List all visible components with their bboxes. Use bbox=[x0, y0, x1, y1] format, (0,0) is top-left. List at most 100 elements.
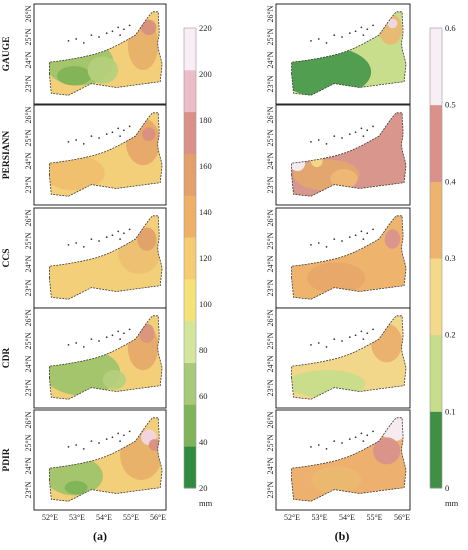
lat-tick-b-0-0: 26°N bbox=[266, 5, 275, 22]
colorbar-segment bbox=[430, 411, 442, 489]
lat-tick-a-2-1: 25°N bbox=[24, 232, 33, 249]
colorbar-tick-label: 0.5 bbox=[445, 100, 456, 110]
colorbar-tick-label: 0 bbox=[445, 483, 449, 493]
colorbar-segment bbox=[184, 320, 196, 364]
colorbar-tick-label: 200 bbox=[199, 69, 212, 79]
colorbar-tick-label: 80 bbox=[199, 345, 208, 355]
panel-a-maps bbox=[33, 3, 167, 511]
lat-tick-a-3-0: 26°N bbox=[24, 309, 33, 326]
lat-tick-b-3-0: 26°N bbox=[266, 309, 275, 326]
row-label-ccs: CCS bbox=[2, 248, 12, 267]
lat-tick-a-4-3: 23°N bbox=[24, 481, 33, 498]
colorbar-tick-label: 20 bbox=[199, 483, 208, 493]
lat-tick-a-0-1: 25°N bbox=[24, 28, 33, 45]
lat-tick-b-0-3: 23°N bbox=[266, 75, 275, 92]
row-label-pdir: PDIR bbox=[2, 448, 12, 471]
uae-map-b-4 bbox=[291, 417, 407, 502]
colorbar-segment bbox=[184, 404, 196, 447]
lat-tick-b-3-1: 25°N bbox=[266, 332, 275, 349]
lat-tick-b-1-3: 23°N bbox=[266, 176, 275, 193]
colorbar-frame bbox=[429, 27, 443, 489]
panel-b-axes: 26°N 25°N 24°N 23°N 26°N 25°N 24°N 23°N 26°N 25°N… bbox=[266, 5, 410, 522]
uae-map-b-2 bbox=[291, 215, 407, 300]
colorbar-segment bbox=[184, 195, 196, 238]
colorbar-segment bbox=[184, 237, 196, 280]
colorbar-b: 0.6 0.5 0.4 0.3 0.2 0.1 0 mm bbox=[429, 23, 459, 508]
lon-tick-b-4: 56°E bbox=[394, 513, 410, 522]
lat-tick-b-4-3: 23°N bbox=[266, 481, 275, 498]
colorbar-tick-label: 100 bbox=[199, 299, 212, 309]
colorbar-frame bbox=[183, 27, 197, 489]
lat-tick-b-2-1: 25°N bbox=[266, 232, 275, 249]
colorbar-tick-label: 140 bbox=[199, 207, 212, 217]
colorbar-segment bbox=[184, 69, 196, 113]
lat-tick-a-4-1: 25°N bbox=[24, 434, 33, 451]
colorbar-segment bbox=[184, 111, 196, 154]
lon-tick-a-4: 56°E bbox=[150, 513, 166, 522]
lat-tick-b-0-2: 24°N bbox=[266, 51, 275, 68]
lat-tick-a-4-0: 26°N bbox=[24, 411, 33, 428]
lat-tick-b-0-1: 25°N bbox=[266, 28, 275, 45]
lat-tick-b-2-0: 26°N bbox=[266, 209, 275, 226]
colorbar-tick-label: 120 bbox=[199, 253, 212, 263]
lat-tick-b-4-1: 25°N bbox=[266, 434, 275, 451]
colorbar-segment bbox=[430, 258, 442, 336]
lat-tick-a-2-2: 24°N bbox=[24, 255, 33, 272]
colorbar-segment bbox=[184, 28, 196, 71]
lat-tick-a-2-0: 26°N bbox=[24, 209, 33, 226]
colorbar-tick-label: 0.1 bbox=[445, 406, 456, 416]
lat-tick-a-2-3: 23°N bbox=[24, 279, 33, 296]
lon-tick-a-3: 55°E bbox=[123, 513, 139, 522]
lat-tick-a-1-1: 25°N bbox=[24, 129, 33, 146]
lon-tick-b-1: 53°E bbox=[311, 513, 327, 522]
lat-tick-b-1-2: 24°N bbox=[266, 152, 275, 169]
lat-tick-a-3-1: 25°N bbox=[24, 332, 33, 349]
colorbar-segment bbox=[430, 28, 442, 106]
colorbar-tick-label: 40 bbox=[199, 437, 208, 447]
colorbar-segment bbox=[184, 278, 196, 322]
colorbar-tick-label: 220 bbox=[199, 23, 212, 33]
colorbar-segment bbox=[430, 334, 442, 412]
lat-tick-b-3-3: 23°N bbox=[266, 379, 275, 396]
lat-tick-a-1-0: 26°N bbox=[24, 106, 33, 123]
colorbar-segment bbox=[184, 362, 196, 405]
colorbar-tick-label: 0.3 bbox=[445, 253, 456, 263]
colorbar-a: 220 200 180 160 140 120 100 80 60 40 20 mm bbox=[183, 23, 213, 508]
colorbar-segment bbox=[184, 153, 196, 196]
lon-tick-a-0: 52°E bbox=[42, 513, 58, 522]
lat-tick-b-4-0: 26°N bbox=[266, 411, 275, 428]
lat-tick-b-1-0: 26°N bbox=[266, 106, 275, 123]
lat-tick-a-3-2: 24°N bbox=[24, 355, 33, 372]
colorbar-tick-label: 180 bbox=[199, 115, 212, 125]
colorbar-tick-label: 160 bbox=[199, 161, 212, 171]
row-label-persiann: PERSIANN bbox=[2, 131, 12, 180]
lon-tick-b-2: 54°E bbox=[339, 513, 355, 522]
panel-label-a: (a) bbox=[93, 529, 107, 543]
lat-tick-b-1-1: 25°N bbox=[266, 129, 275, 146]
panel-label-b: (b) bbox=[335, 529, 350, 543]
lon-tick-b-3: 55°E bbox=[366, 513, 382, 522]
colorbar-unit: mm bbox=[445, 498, 459, 508]
colorbar-tick-label: 0.6 bbox=[445, 23, 456, 33]
panel-b-maps bbox=[275, 3, 411, 511]
lon-tick-a-2: 54°E bbox=[96, 513, 112, 522]
lon-tick-b-0: 52°E bbox=[284, 513, 300, 522]
colorbar-tick-label: 60 bbox=[199, 391, 208, 401]
panel-a-axes: GAUGE PERSIANN CCS CDR PDIR 26°N 25°N 24°N 23°N 2… bbox=[2, 5, 166, 522]
colorbar-tick-label: 0.2 bbox=[445, 330, 456, 340]
row-label-gauge: GAUGE bbox=[2, 37, 12, 72]
lat-tick-a-4-2: 24°N bbox=[24, 457, 33, 474]
lon-tick-a-1: 53°E bbox=[69, 513, 85, 522]
lat-tick-a-3-3: 23°N bbox=[24, 379, 33, 396]
lat-tick-b-2-3: 23°N bbox=[266, 279, 275, 296]
colorbar-unit: mm bbox=[199, 498, 213, 508]
colorbar-segment bbox=[430, 104, 442, 182]
colorbar-segment bbox=[430, 181, 442, 259]
lat-tick-a-0-3: 23°N bbox=[24, 75, 33, 92]
lat-tick-b-3-2: 24°N bbox=[266, 355, 275, 372]
colorbar-segment bbox=[184, 446, 196, 489]
colorbar-tick-label: 0.4 bbox=[445, 176, 456, 186]
lat-tick-b-2-2: 24°N bbox=[266, 255, 275, 272]
lat-tick-a-0-0: 26°N bbox=[24, 5, 33, 22]
